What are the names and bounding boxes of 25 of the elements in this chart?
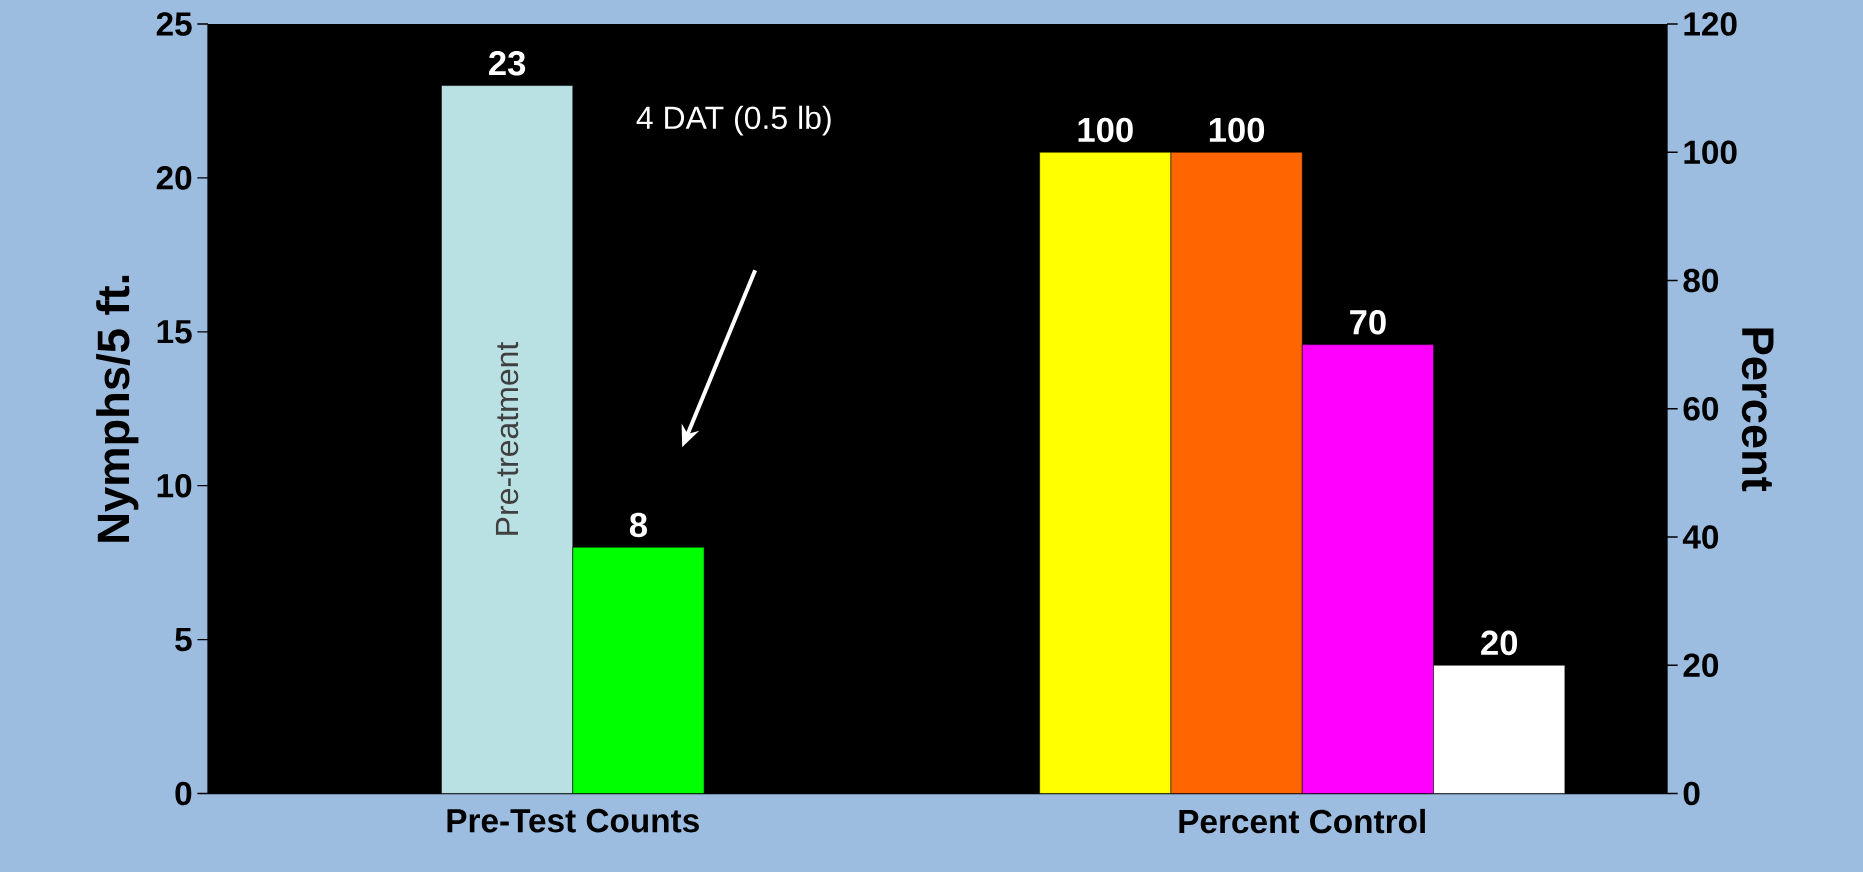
y2-tick-label: 0 — [1683, 781, 1700, 806]
y-tick-label: 5 — [175, 627, 192, 652]
y2-tick-label: 120 — [1684, 12, 1737, 36]
y-axis-title: Nymphs/5 ft. — [96, 275, 139, 542]
data-label: 23 — [489, 50, 526, 76]
data-label: 8 — [629, 512, 647, 538]
data-label: 100 — [1078, 117, 1133, 143]
y-tick-label: 10 — [157, 473, 192, 498]
y-tick-label: 20 — [156, 166, 192, 190]
data-label: 70 — [1350, 309, 1386, 335]
y2-tick-label: 80 — [1683, 268, 1719, 293]
y2-tick-label: 100 — [1684, 140, 1737, 164]
annotation: 4 DAT (0.5 lb) — [636, 105, 831, 136]
y2-tick-label: 60 — [1683, 396, 1719, 421]
y2-tick-label: 40 — [1682, 525, 1719, 549]
data-label: 100 — [1209, 117, 1265, 143]
data-label: 20 — [1481, 630, 1518, 656]
y-tick-label: 25 — [156, 12, 192, 36]
y2-tick-label: 20 — [1683, 653, 1719, 677]
y-tick-label: 0 — [175, 781, 192, 806]
x-tick-label: Percent Control — [1179, 808, 1425, 834]
x-tick-label: Pre-Test Counts — [447, 808, 699, 833]
y2-axis-title: Percent — [1741, 328, 1774, 492]
y-tick-label: 15 — [157, 320, 192, 344]
series-label: Pre-treatment — [495, 341, 519, 535]
